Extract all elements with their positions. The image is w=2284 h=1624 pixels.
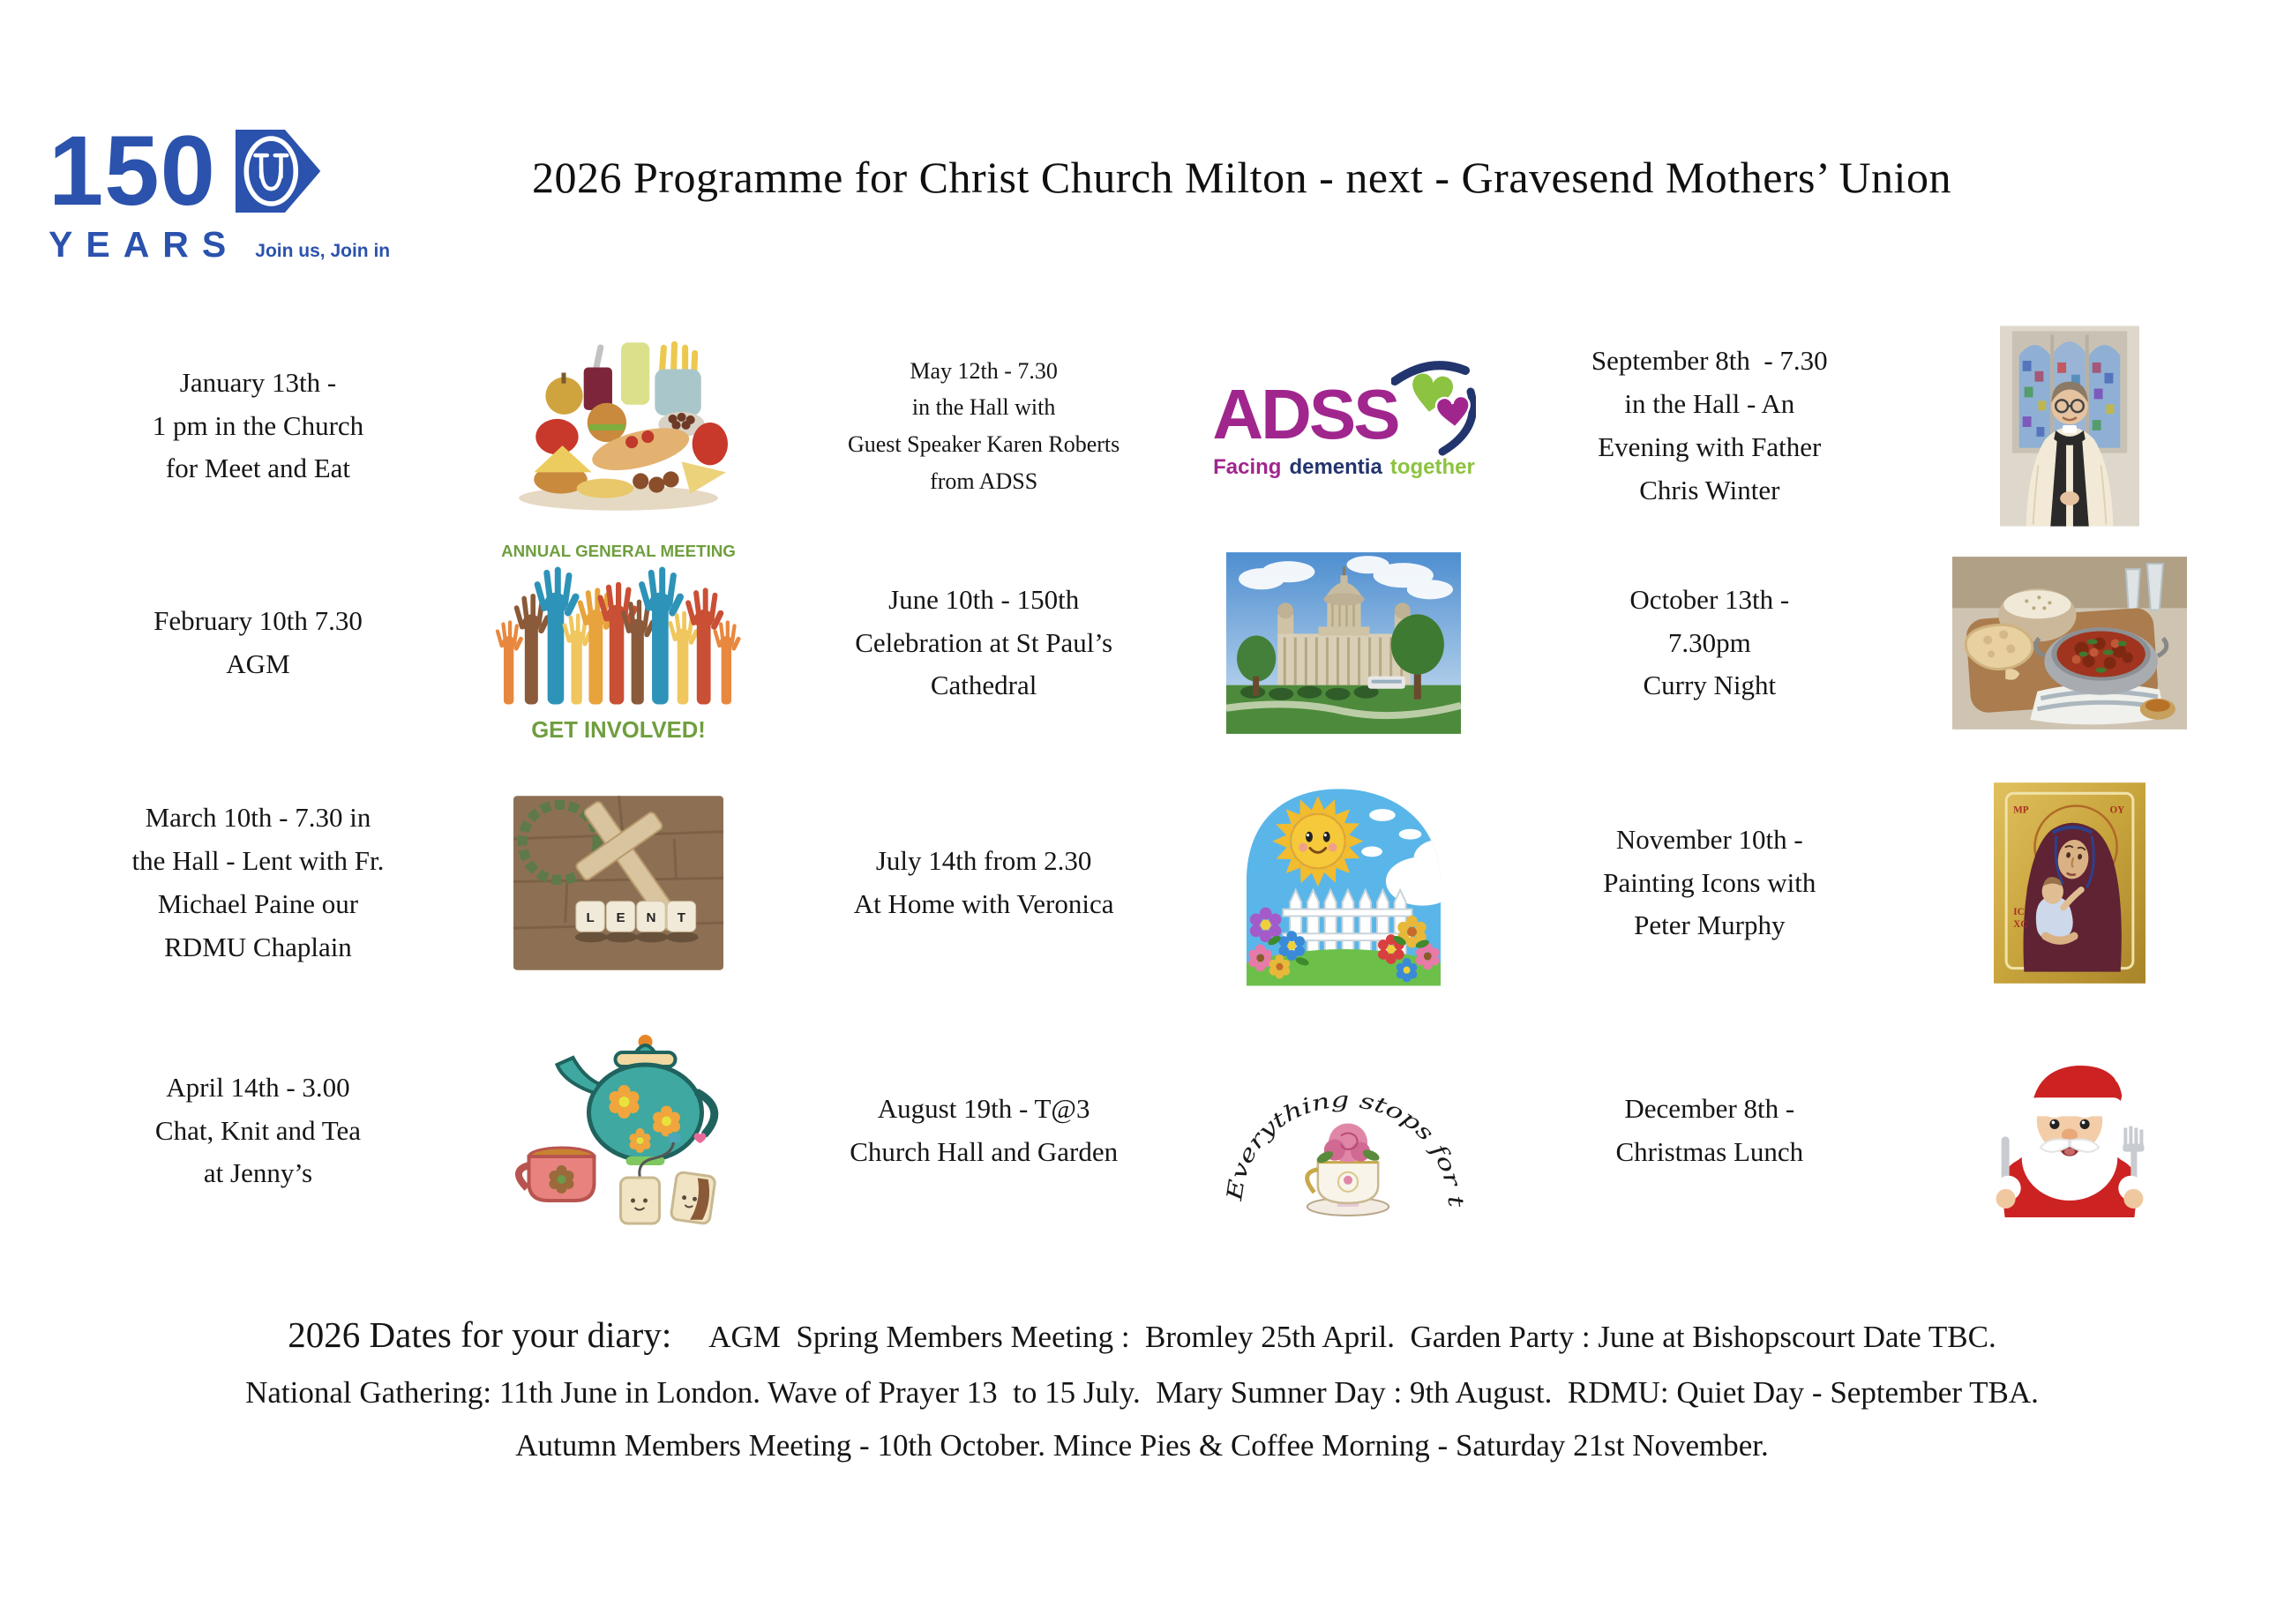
svg-text:OY: OY [2110, 805, 2125, 816]
st-pauls-cathedral-image [1191, 552, 1498, 734]
event-december-text: December 8th - Christmas Lunch [1615, 1093, 1804, 1167]
adss-logo-image: ADSS Facing dementia t [1191, 361, 1498, 480]
father-chris-winter-image [1916, 326, 2223, 527]
adss-wordmark: ADSS [1212, 375, 1400, 453]
svg-text:IC: IC [2013, 907, 2024, 917]
svg-text:GET INVOLVED!: GET INVOLVED! [531, 718, 706, 743]
adss-hearts-icon [1390, 361, 1476, 456]
agm-raised-hands-image: ANNUAL GENERAL MEETING GET INVOLVED! [465, 541, 772, 745]
svg-text:MP: MP [2013, 805, 2028, 816]
event-june-text: June 10th - 150th Celebration at St Paul… [855, 583, 1113, 701]
event-march: March 10th - 7.30 in the Hall - Lent wit… [71, 753, 772, 1013]
teacup-rose-image: Everything stops for tea [1191, 1040, 1498, 1222]
event-february-text: February 10th 7.30 AGM [154, 605, 363, 679]
event-march-text: March 10th - 7.30 in the Hall - Lent wit… [131, 802, 385, 962]
event-june: June 10th - 150th Celebration at St Paul… [797, 533, 1498, 753]
event-november: November 10th - Painting Icons with Pete… [1522, 753, 2223, 1013]
event-september-text: September 8th - 7.30 in the Hall - An Ev… [1591, 345, 1828, 505]
events-grid: January 13th - 1 pm in the Church for Me… [71, 319, 2223, 1249]
event-november-text: November 10th - Painting Icons with Pete… [1603, 823, 1816, 941]
mu-monogram-icon [235, 129, 321, 213]
event-april-text: April 14th - 3.00 Chat, Knit and Tea at … [154, 1071, 362, 1189]
event-july-text: July 14th from 2.30 At Home with Veronic… [853, 845, 1114, 919]
page-title: 2026 Programme for Christ Church Milton … [532, 153, 1951, 202]
logo-tagline: Join us, Join in [255, 241, 391, 261]
event-august-text: August 19th - T@3 Church Hall and Garden [850, 1093, 1119, 1167]
mu-150-years-logo: 150 YEARS Join us, Join in [49, 122, 390, 266]
event-may-text: May 12th - 7.30 in the Hall with Guest S… [847, 357, 1120, 494]
svg-text:T: T [678, 910, 686, 925]
svg-text:N: N [646, 910, 655, 925]
event-july: July 14th from 2.30 At Home with Veronic… [797, 753, 1498, 1013]
adss-tagline: Facing dementia together [1213, 455, 1475, 479]
logo-150-number: 150 [49, 116, 216, 227]
curry-night-image [1916, 557, 2223, 730]
diary-line-2: National Gathering: 11th June in London.… [245, 1374, 2039, 1410]
svg-text:L: L [586, 910, 594, 925]
event-january: January 13th - 1 pm in the Church for Me… [71, 319, 772, 533]
svg-text:ANNUAL GENERAL MEETING: ANNUAL GENERAL MEETING [501, 542, 736, 560]
madonna-and-child-icon-image: MP OY IC XC [1916, 782, 2223, 984]
svg-text:XC: XC [2013, 919, 2027, 930]
event-september: September 8th - 7.30 in the Hall - An Ev… [1522, 319, 2223, 533]
event-october-text: October 13th - 7.30pm Curry Night [1629, 583, 1790, 701]
event-february: February 10th 7.30 AGM [71, 533, 772, 753]
diary-line-1: 2026 Dates for your diary: AGM Spring Mem… [288, 1314, 1996, 1355]
sunny-garden-image [1191, 778, 1498, 988]
event-april: April 14th - 3.00 Chat, Knit and Tea at … [71, 1013, 772, 1249]
event-january-text: January 13th - 1 pm in the Church for Me… [152, 366, 364, 484]
event-december: December 8th - Christmas Lunch [1522, 1013, 2223, 1249]
svg-text:E: E [616, 910, 625, 925]
buffet-food-image [465, 337, 772, 515]
event-october: October 13th - 7.30pm Curry Night [1522, 533, 2223, 753]
diary-line-3: Autumn Members Meeting - 10th October. M… [515, 1427, 1769, 1463]
lent-cross-image: L E N T [465, 796, 772, 970]
santa-with-cutlery-image [1916, 1044, 2223, 1217]
teapot-and-teabags-image [465, 1029, 772, 1232]
event-may: May 12th - 7.30 in the Hall with Guest S… [797, 319, 1498, 533]
diary-dates-section: 2026 Dates for your diary: AGM Spring Mem… [53, 1304, 2231, 1472]
event-august: August 19th - T@3 Church Hall and Garden… [797, 1013, 1498, 1249]
logo-years-word: YEARS [49, 224, 240, 265]
diary-lead: 2026 Dates for your diary: [288, 1314, 672, 1355]
